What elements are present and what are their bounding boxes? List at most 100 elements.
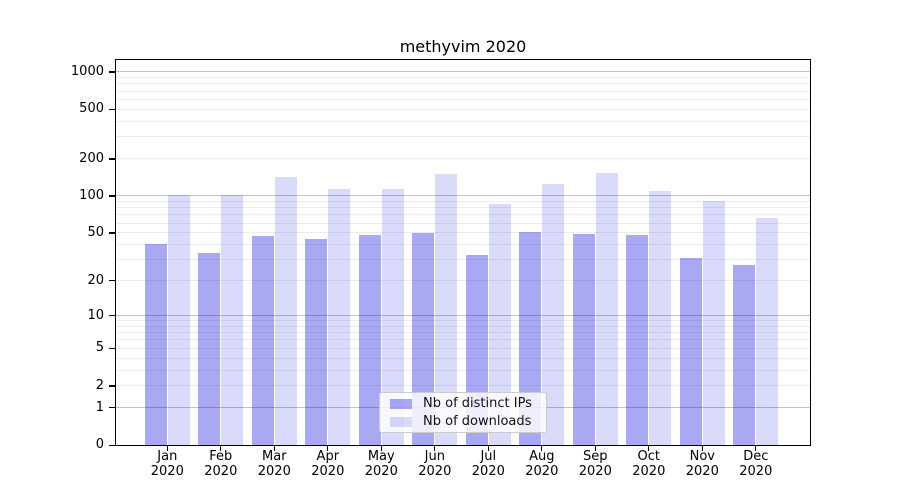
bar-sep-distinct-ips — [572, 233, 595, 445]
gridline — [116, 320, 810, 322]
gridline — [116, 108, 810, 110]
y-tick — [109, 315, 116, 317]
x-tick-label-jun: Jun 2020 — [418, 449, 452, 479]
bar-mar-distinct-ips — [251, 235, 274, 445]
x-tick-label-apr: Apr 2020 — [311, 449, 345, 479]
bar-apr-distinct-ips — [305, 239, 328, 445]
x-tick-label-may: May 2020 — [364, 449, 398, 479]
x-tick — [220, 445, 222, 451]
x-tick-label-jan: Jan 2020 — [150, 449, 184, 479]
bar-feb-distinct-ips — [198, 253, 221, 445]
y-tick — [109, 158, 116, 160]
y-tick-label: 2 — [95, 377, 104, 393]
bar-may-distinct-ips — [358, 234, 381, 445]
bar-nov-downloads — [702, 201, 725, 445]
y-tick — [109, 385, 116, 387]
x-tick — [327, 445, 329, 451]
gridline — [116, 280, 810, 282]
x-tick-label-feb: Feb 2020 — [204, 449, 238, 479]
bar-jun-distinct-ips — [412, 232, 435, 445]
x-tick — [594, 445, 596, 451]
gridline — [116, 243, 810, 245]
x-tick-label-sep: Sep 2020 — [578, 449, 612, 479]
bar-sep-downloads — [595, 172, 618, 445]
legend-label-downloads: Nb of downloads — [423, 414, 532, 429]
legend-swatch-downloads — [390, 416, 412, 427]
y-tick — [109, 71, 116, 73]
gridline — [116, 71, 810, 73]
gridline — [116, 325, 810, 327]
y-tick-label: 1 — [95, 399, 104, 415]
y-tick-label: 100 — [79, 187, 104, 203]
gridline — [116, 136, 810, 138]
x-tick-label-aug: Aug 2020 — [525, 449, 559, 479]
legend-item-distinct-ips: Nb of distinct IPs — [390, 396, 538, 411]
x-tick — [487, 445, 489, 451]
gridline — [116, 207, 810, 209]
y-tick-label: 200 — [79, 150, 104, 166]
gridline — [116, 99, 810, 100]
gridline — [116, 195, 810, 197]
x-tick-label-mar: Mar 2020 — [257, 449, 291, 479]
x-tick-label-dec: Dec 2020 — [739, 449, 773, 479]
x-tick-label-jul: Jul 2020 — [471, 449, 505, 479]
bar-feb-downloads — [221, 195, 244, 445]
x-tick — [541, 445, 543, 451]
x-tick-label-oct: Oct 2020 — [632, 449, 666, 479]
y-tick — [109, 444, 116, 446]
legend-item-downloads: Nb of downloads — [390, 414, 538, 429]
bar-jan-distinct-ips — [144, 244, 167, 445]
y-tick-label: 500 — [79, 101, 104, 117]
gridline — [116, 200, 810, 202]
y-tick-label: 1000 — [70, 63, 104, 79]
bar-mar-downloads — [274, 177, 297, 445]
y-tick-label: 10 — [87, 307, 104, 323]
bar-jan-downloads — [167, 194, 190, 445]
gridline — [116, 83, 810, 85]
y-tick — [109, 347, 116, 350]
gridline — [116, 120, 810, 122]
bar-oct-distinct-ips — [626, 234, 649, 445]
legend: Nb of distinct IPs Nb of downloads — [379, 392, 547, 433]
gridlines-layer — [116, 60, 810, 445]
gridline — [116, 385, 810, 387]
gridline — [116, 232, 810, 234]
bar-nov-distinct-ips — [679, 257, 702, 445]
gridline — [116, 332, 810, 334]
y-tick-label: 20 — [87, 272, 104, 288]
bar-apr-downloads — [328, 188, 351, 445]
gridline — [116, 90, 810, 92]
y-tick-label: 50 — [87, 224, 104, 240]
bar-dec-distinct-ips — [733, 265, 756, 445]
y-tick — [109, 232, 116, 234]
gridline — [116, 214, 810, 216]
y-tick-label: 0 — [95, 437, 104, 452]
x-tick — [701, 445, 703, 451]
x-tick — [380, 445, 382, 451]
y-tick — [109, 108, 116, 111]
gridline — [116, 347, 810, 349]
gridline — [116, 357, 810, 359]
y-tick — [109, 407, 116, 409]
bars-layer — [116, 60, 810, 445]
bar-oct-downloads — [649, 190, 672, 445]
gridline — [116, 259, 810, 261]
plot-area — [115, 59, 811, 446]
bar-may-downloads — [381, 188, 404, 445]
x-tick-label-nov: Nov 2020 — [685, 449, 719, 479]
legend-swatch-distinct-ips — [390, 398, 412, 409]
gridline — [116, 158, 810, 160]
gridline — [116, 339, 810, 341]
x-tick — [648, 445, 650, 451]
bar-dec-downloads — [756, 217, 779, 445]
legend-label-distinct-ips: Nb of distinct IPs — [423, 396, 532, 411]
bar-aug-downloads — [542, 183, 565, 445]
x-tick — [273, 445, 275, 451]
bar-jun-downloads — [435, 174, 458, 445]
x-tick — [166, 445, 168, 451]
x-tick — [755, 445, 757, 451]
gridline — [116, 369, 810, 371]
chart-title: methyvim 2020 — [399, 37, 527, 56]
y-tick — [109, 195, 116, 197]
